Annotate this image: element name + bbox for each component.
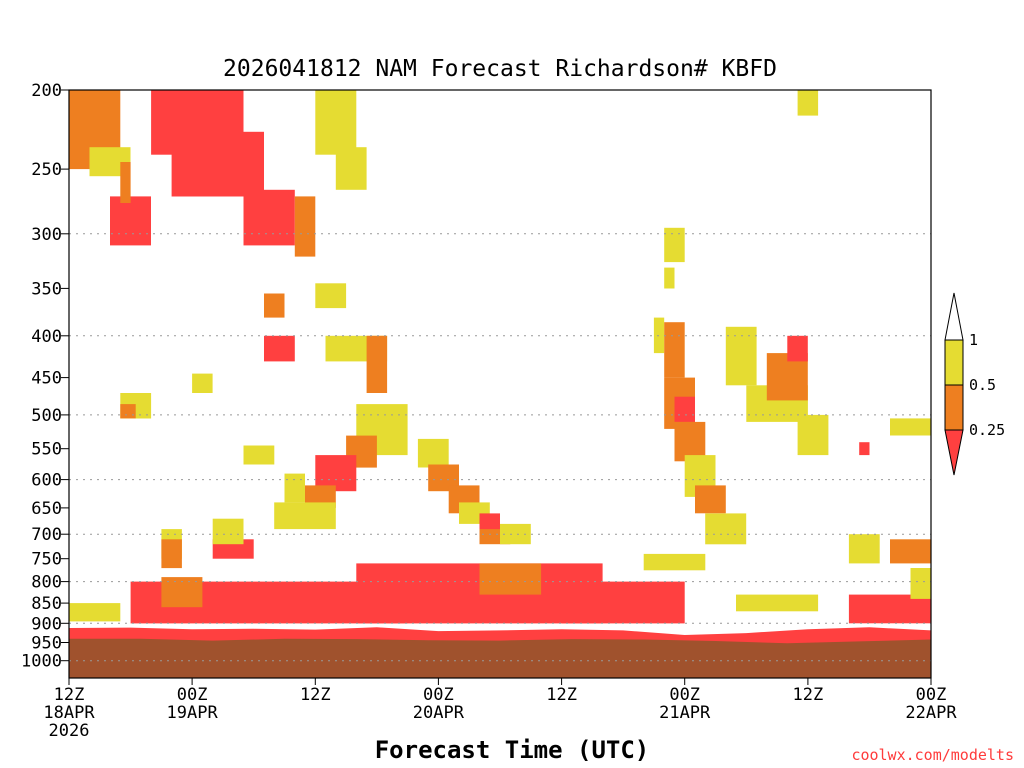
- region-33: [284, 473, 305, 503]
- colorbar-arrow-bottom: [944, 429, 964, 476]
- x-tick-label-36-0: 00Z: [423, 685, 454, 705]
- colorbar-label-2: 0.25: [969, 421, 1005, 439]
- colorbar-bin-1: [944, 384, 964, 431]
- region-2: [356, 563, 603, 624]
- region-52: [674, 421, 706, 462]
- colorbar-label-0: 1: [969, 331, 978, 349]
- region-66: [910, 568, 931, 599]
- region-45: [500, 523, 531, 545]
- y-tick-label-900: 900: [31, 614, 62, 634]
- y-axis: 200 250 300 350 400 450 500 550 600 650 700 750 8008…: [21, 81, 69, 672]
- colorbar-bin-0: [944, 339, 964, 386]
- richardson-regions: [69, 90, 931, 645]
- region-61: [797, 90, 819, 116]
- region-11: [171, 131, 264, 197]
- ground-area: [69, 638, 931, 678]
- x-tick-label-60-0: 00Z: [669, 685, 700, 705]
- region-4: [848, 594, 931, 624]
- region-19: [335, 147, 367, 190]
- region-21: [264, 293, 285, 318]
- region-3: [561, 581, 685, 624]
- y-tick-label-250: 250: [31, 160, 62, 180]
- y-tick-label-450: 450: [31, 369, 62, 389]
- y-tick-label-400: 400: [31, 327, 62, 347]
- region-31: [192, 373, 213, 393]
- colorbar-label-1: 0.5: [969, 376, 996, 394]
- x-tick-label-60-1: 21APR: [659, 703, 711, 723]
- region-46: [664, 227, 685, 263]
- region-51: [674, 396, 695, 422]
- colorbar-arrow-top: [944, 292, 964, 341]
- region-8: [643, 553, 706, 571]
- region-54: [695, 485, 726, 514]
- y-tick-label-800: 800: [31, 573, 62, 593]
- region-49: [664, 322, 685, 378]
- region-18: [315, 90, 357, 155]
- y-tick-label-650: 650: [31, 499, 62, 519]
- y-tick-label-300: 300: [31, 225, 62, 245]
- x-tick-label-72-0: 12Z: [793, 685, 824, 705]
- region-24: [366, 335, 388, 393]
- region-60: [797, 414, 829, 456]
- region-48: [653, 317, 665, 354]
- region-43: [479, 513, 500, 535]
- region-47: [664, 267, 675, 289]
- region-36: [212, 518, 244, 545]
- x-tick-label-0-0: 12Z: [54, 685, 85, 705]
- x-tick-label-84-0: 00Z: [916, 685, 947, 705]
- region-22: [264, 335, 295, 362]
- x-tick-label-0-1: 18APR: [43, 703, 95, 723]
- ground-fill: [69, 638, 931, 678]
- region-56: [725, 326, 757, 386]
- x-tick-label-12-0: 00Z: [177, 685, 208, 705]
- region-15: [120, 162, 131, 203]
- y-tick-label-550: 550: [31, 440, 62, 460]
- chart-title: 2026041812 NAM Forecast Richardson# KBFD: [223, 56, 777, 82]
- y-tick-label-950: 950: [31, 634, 62, 654]
- x-tick-label-48-0: 12Z: [546, 685, 577, 705]
- plot-frame: [68, 89, 932, 679]
- region-30: [120, 404, 136, 419]
- region-63: [890, 418, 931, 436]
- region-55: [705, 513, 747, 545]
- region-32: [243, 445, 275, 465]
- y-tick-label-200: 200: [31, 81, 62, 101]
- y-tick-label-850: 850: [31, 594, 62, 614]
- region-20: [315, 283, 347, 309]
- x-tick-label-0-2: 2026: [49, 721, 90, 741]
- region-59: [787, 335, 808, 362]
- region-12: [110, 196, 151, 246]
- y-tick-label-1000: 1000: [21, 652, 62, 672]
- region-16: [243, 189, 295, 246]
- region-65: [890, 539, 931, 564]
- colorbar-legend: 1 0.5 0.25: [944, 292, 1005, 476]
- x-tick-label-84-1: 22APR: [905, 703, 957, 723]
- region-39: [417, 438, 449, 468]
- x-tick-label-24-0: 12Z: [300, 685, 331, 705]
- y-tick-label-600: 600: [31, 471, 62, 491]
- region-7: [69, 603, 121, 622]
- region-38: [161, 539, 182, 569]
- region-17: [294, 196, 316, 257]
- region-27: [315, 455, 357, 492]
- y-tick-label-500: 500: [31, 406, 62, 426]
- region-62: [859, 442, 870, 456]
- region-64: [848, 534, 880, 564]
- region-28: [305, 485, 336, 508]
- x-tick-label-36-1: 20APR: [413, 703, 465, 723]
- region-5: [161, 577, 203, 608]
- x-axis-label: Forecast Time (UTC): [375, 736, 650, 764]
- region-34: [274, 502, 336, 530]
- region-6: [479, 563, 542, 595]
- y-tick-label-700: 700: [31, 525, 62, 545]
- x-tick-label-12-1: 19APR: [167, 703, 219, 723]
- y-tick-label-750: 750: [31, 550, 62, 570]
- y-tick-label-350: 350: [31, 279, 62, 299]
- source-credit: coolwx.com/modelts: [851, 746, 1014, 764]
- region-9: [736, 594, 819, 612]
